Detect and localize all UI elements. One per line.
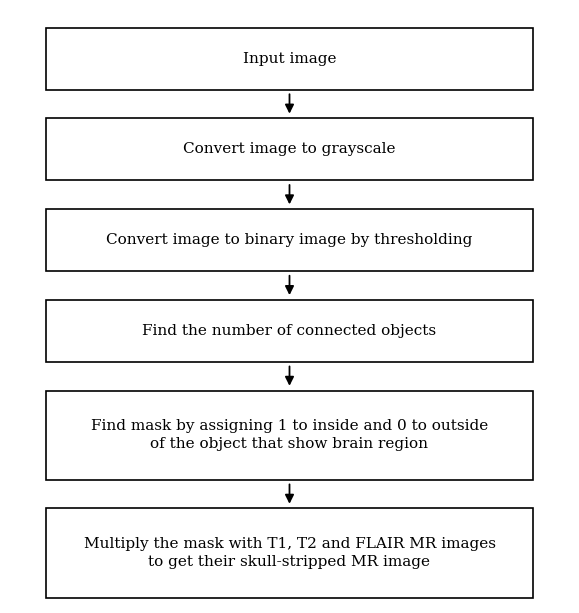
Text: Find mask by assigning 1 to inside and 0 to outside
of the object that show brai: Find mask by assigning 1 to inside and 0… bbox=[91, 419, 488, 451]
Bar bbox=[46, 118, 533, 180]
Text: Find the number of connected objects: Find the number of connected objects bbox=[142, 324, 437, 338]
Bar bbox=[46, 390, 533, 480]
Bar bbox=[46, 508, 533, 598]
Bar bbox=[46, 300, 533, 362]
Text: Convert image to grayscale: Convert image to grayscale bbox=[183, 142, 396, 156]
Bar bbox=[46, 28, 533, 89]
Text: Convert image to binary image by thresholding: Convert image to binary image by thresho… bbox=[107, 233, 472, 247]
Text: Input image: Input image bbox=[243, 51, 336, 66]
Text: Multiply the mask with T1, T2 and FLAIR MR images
to get their skull-stripped MR: Multiply the mask with T1, T2 and FLAIR … bbox=[83, 537, 496, 569]
Bar bbox=[46, 209, 533, 271]
